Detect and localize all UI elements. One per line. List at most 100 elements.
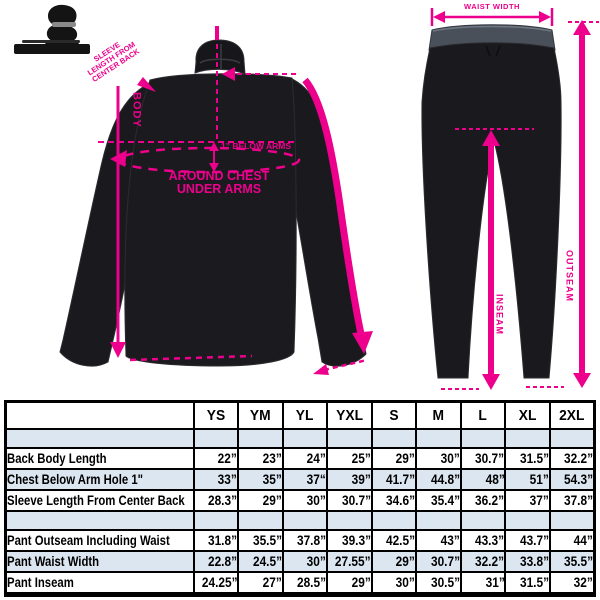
garment-diagram-graphic: [59, 8, 599, 390]
size-table-section: YS YM YL YXL S M L XL 2XL Back Body Length 22” 23”…: [4, 400, 596, 597]
size-table: YS YM YL YXL S M L XL 2XL Back Body Length 22” 23”…: [4, 400, 596, 597]
size-value: 37.8”: [281, 529, 329, 552]
around-chest-arrowhead: [110, 150, 127, 167]
body-length-arrowhead: [110, 342, 126, 358]
table-row: Pant Inseam 24.25” 27” 28.5” 29” 30” 30.5” 31” 3…: [4, 571, 596, 596]
size-value: 39.3”: [326, 529, 373, 552]
size-col-header: YS: [192, 400, 240, 430]
spacer-row: [4, 428, 596, 449]
spacer-cell: [370, 428, 418, 449]
size-value: 30.7”: [459, 447, 507, 470]
around-chest-label: AROUND CHEST UNDER ARMS: [146, 169, 292, 197]
size-col-header: 2XL: [548, 400, 596, 430]
spacer-cell: [504, 510, 551, 531]
table-row: Back Body Length 22” 23” 24” 25” 29” 30” 30.7” 3…: [4, 447, 596, 470]
size-value: 29”: [326, 571, 373, 596]
brand-logo: [14, 2, 94, 58]
waistband-highlight: [432, 25, 552, 32]
spacer-cell: [4, 428, 195, 449]
size-value: 43”: [415, 529, 462, 552]
size-value: 43.3”: [459, 529, 507, 552]
spacer-cell: [459, 428, 507, 449]
inseam-label: INSEAM: [494, 294, 505, 336]
spacer-row: [4, 510, 596, 531]
pants-silhouette: [421, 24, 562, 379]
size-value: 35.5”: [237, 529, 284, 552]
spacer-cell: [504, 428, 551, 449]
size-col-header: M: [415, 400, 462, 430]
row-label: Pant Inseam: [4, 571, 195, 596]
size-value: 35”: [237, 468, 284, 491]
sleeve-label-arrowhead: [137, 77, 156, 92]
size-value: 36.2”: [459, 489, 507, 512]
size-value: 28.5”: [281, 571, 329, 596]
size-col-header: YXL: [326, 400, 373, 430]
size-col-header: L: [459, 400, 507, 430]
size-value: 44.8”: [415, 468, 462, 491]
size-value: 27.55”: [326, 550, 373, 573]
size-value: 33”: [192, 468, 240, 491]
row-label: Sleeve Length From Center Back: [4, 489, 195, 512]
size-col-header: XL: [504, 400, 551, 430]
jacket-measurements: [98, 26, 373, 375]
size-value: 43.7”: [504, 529, 551, 552]
size-value: 33.8”: [504, 550, 551, 573]
sleeve-length-arrowhead: [352, 331, 373, 354]
size-value: 31”: [459, 571, 507, 596]
cuff-arrowhead: [313, 364, 329, 375]
size-value: 34.6”: [370, 489, 418, 512]
size-value: 31.8”: [192, 529, 240, 552]
size-col-header: YM: [237, 400, 284, 430]
size-value: 31.5”: [504, 571, 551, 596]
size-value: 24.5”: [237, 550, 284, 573]
size-value: 31.5”: [504, 447, 551, 470]
spacer-cell: [415, 510, 462, 531]
size-value: 24.25”: [192, 571, 240, 596]
size-value: 51”: [504, 468, 551, 491]
size-value: 30.7”: [415, 550, 462, 573]
spacer-cell: [326, 428, 373, 449]
size-value: 25”: [326, 447, 373, 470]
size-value: 44”: [548, 529, 596, 552]
below-arms-arrow-down: [209, 163, 219, 172]
drawcord: [485, 45, 501, 57]
size-value: 30”: [281, 489, 329, 512]
size-value: 39”: [326, 468, 373, 491]
size-value: 27”: [237, 571, 284, 596]
size-value: 37.8”: [548, 489, 596, 512]
outseam-arrowhead-up: [573, 20, 591, 35]
size-value: 35.4”: [415, 489, 462, 512]
waist-arrowhead-right: [539, 11, 551, 23]
jacket-silhouette: [59, 39, 367, 367]
table-row: Pant Outseam Including Waist 31.8” 35.5” 37…: [4, 529, 596, 552]
size-value: 22”: [192, 447, 240, 470]
collar-rim: [199, 58, 241, 64]
body-length-label: BODY: [130, 92, 143, 128]
spacer-cell: [548, 510, 596, 531]
measurement-diagram: BODY 1” BELOW ARMS AROUND CHEST UNDER AR…: [14, 2, 599, 390]
size-value: 24”: [281, 447, 329, 470]
size-value: 32”: [548, 571, 596, 596]
spacer-cell: [192, 428, 240, 449]
spacer-cell: [281, 428, 329, 449]
waist-arrowhead-left: [433, 11, 445, 23]
table-row: Chest Below Arm Hole 1" 33” 35” 37“ 39” 41.7”…: [4, 468, 596, 491]
row-label: Pant Outseam Including Waist: [4, 529, 195, 552]
spacer-cell: [4, 510, 195, 531]
spacer-cell: [237, 510, 284, 531]
around-chest-line2: UNDER ARMS: [176, 182, 262, 197]
pants-measurements: [430, 8, 599, 390]
corner-cell: [4, 400, 195, 430]
size-col-header: S: [370, 400, 418, 430]
size-value: 30.7”: [326, 489, 373, 512]
sleeve-length-arrow-line: [302, 77, 365, 335]
spacer-cell: [237, 428, 284, 449]
inseam-arrowhead-down: [482, 374, 500, 390]
size-value: 22.8”: [192, 550, 240, 573]
size-value: 41.7”: [370, 468, 418, 491]
size-value: 54.3”: [548, 468, 596, 491]
size-value: 32.2”: [548, 447, 596, 470]
spacer-cell: [548, 428, 596, 449]
size-value: 32.2”: [459, 550, 507, 573]
size-value: 30”: [370, 571, 418, 596]
